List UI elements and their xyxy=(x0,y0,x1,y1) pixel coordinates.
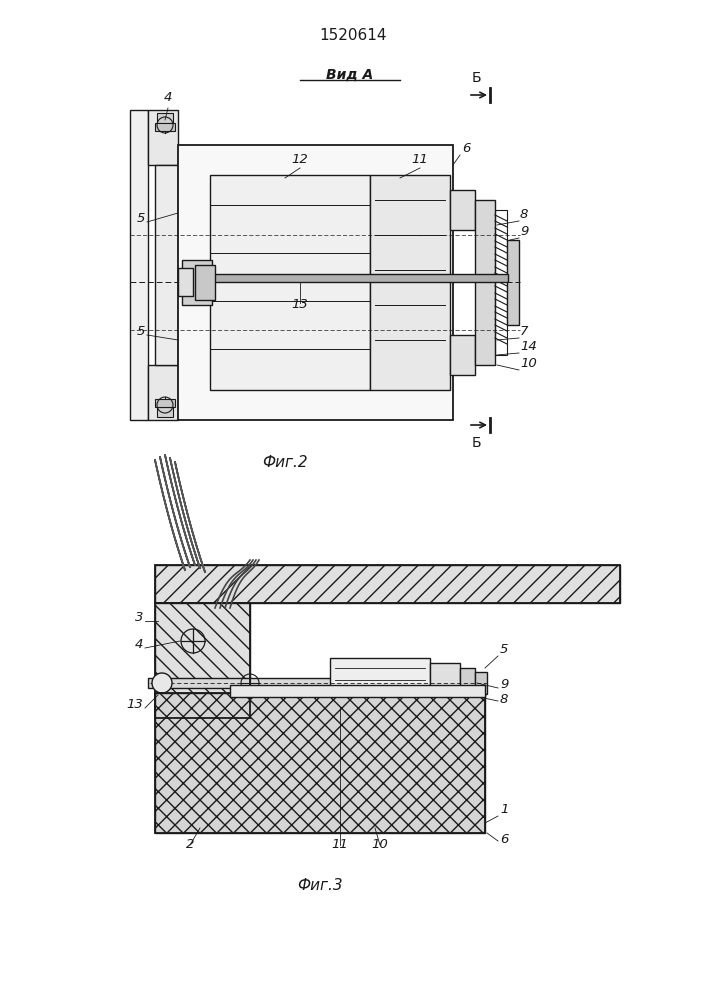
Bar xyxy=(370,175,450,390)
Bar xyxy=(148,678,390,688)
Text: 3: 3 xyxy=(134,611,143,624)
Bar xyxy=(475,672,487,694)
Bar xyxy=(230,685,485,697)
Bar xyxy=(157,407,173,417)
Text: 10: 10 xyxy=(372,838,388,851)
Bar xyxy=(155,693,485,833)
Bar xyxy=(450,335,475,375)
Bar xyxy=(195,265,215,300)
Bar xyxy=(155,565,620,603)
Text: 4: 4 xyxy=(164,91,173,104)
Bar xyxy=(182,260,212,305)
Bar xyxy=(155,603,250,718)
Text: 6: 6 xyxy=(500,833,508,846)
Bar xyxy=(130,110,148,420)
Text: 1520614: 1520614 xyxy=(320,28,387,43)
Text: 2: 2 xyxy=(186,838,194,851)
Text: 5: 5 xyxy=(136,325,145,338)
Bar xyxy=(210,175,370,390)
Bar xyxy=(148,365,178,420)
Text: 4: 4 xyxy=(134,638,143,651)
Bar xyxy=(155,603,250,718)
Bar xyxy=(148,110,178,165)
Text: Фиг.2: Фиг.2 xyxy=(262,455,308,470)
Bar xyxy=(155,693,485,833)
Bar xyxy=(430,663,460,703)
Text: 7: 7 xyxy=(520,325,528,338)
Bar xyxy=(157,113,173,123)
Text: 9: 9 xyxy=(520,225,528,238)
Bar xyxy=(507,240,519,325)
Text: Вид А: Вид А xyxy=(327,68,373,82)
Bar xyxy=(450,190,475,230)
Circle shape xyxy=(152,673,172,693)
Text: 5: 5 xyxy=(500,643,508,656)
Bar xyxy=(155,565,620,603)
Text: 11: 11 xyxy=(332,838,349,851)
Text: 14: 14 xyxy=(520,340,537,353)
Bar xyxy=(495,210,507,355)
Text: 6: 6 xyxy=(462,142,470,155)
Text: 13: 13 xyxy=(291,298,308,311)
Text: 12: 12 xyxy=(291,153,308,166)
Text: 8: 8 xyxy=(520,208,528,221)
Text: 10: 10 xyxy=(520,357,537,370)
Bar xyxy=(475,200,495,365)
Text: Б: Б xyxy=(471,71,481,85)
Bar xyxy=(155,165,178,365)
Text: 9: 9 xyxy=(500,678,508,691)
Bar xyxy=(155,123,175,131)
Text: 11: 11 xyxy=(411,153,428,166)
Bar xyxy=(178,145,453,420)
Bar xyxy=(330,658,430,708)
Text: 1: 1 xyxy=(500,803,508,816)
Text: Б: Б xyxy=(471,436,481,450)
Text: Фиг.3: Фиг.3 xyxy=(297,878,343,893)
Bar xyxy=(155,399,175,407)
Text: 8: 8 xyxy=(500,693,508,706)
Text: 5: 5 xyxy=(136,212,145,225)
Bar xyxy=(460,668,475,698)
Text: 13: 13 xyxy=(127,698,143,711)
Bar xyxy=(178,268,193,296)
Bar xyxy=(178,274,508,282)
